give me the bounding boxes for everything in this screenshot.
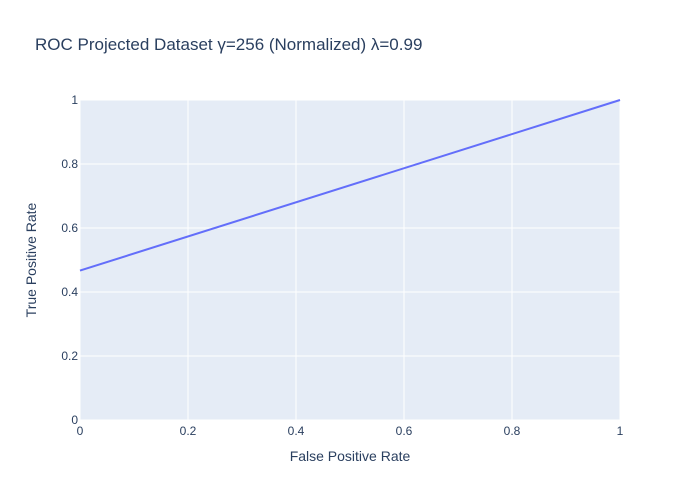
x-tick-label: 0.2 xyxy=(180,424,197,438)
chart-title: ROC Projected Dataset γ=256 (Normalized)… xyxy=(35,35,422,54)
grid-lines xyxy=(79,99,621,421)
x-tick-label: 0.4 xyxy=(288,424,305,438)
x-tick-label: 1 xyxy=(617,424,624,438)
y-axis-ticks: 0 0.2 0.4 0.6 0.8 1 xyxy=(61,93,78,427)
roc-series-line xyxy=(79,99,621,272)
y-tick-label: 0.6 xyxy=(61,221,78,235)
series-layer xyxy=(79,99,621,272)
y-tick-label: 0.8 xyxy=(61,157,78,171)
y-tick-label: 0.2 xyxy=(61,349,78,363)
y-tick-label: 0 xyxy=(71,413,78,427)
plot-area xyxy=(80,100,620,420)
y-tick-label: 1 xyxy=(71,93,78,107)
y-tick-label: 0.4 xyxy=(61,285,78,299)
x-axis-ticks: 0 0.2 0.4 0.6 0.8 1 xyxy=(77,424,624,438)
y-axis-title: True Positive Rate xyxy=(23,202,39,317)
x-tick-label: 0.6 xyxy=(396,424,413,438)
x-tick-label: 0 xyxy=(77,424,84,438)
x-axis-title: False Positive Rate xyxy=(290,448,411,464)
x-tick-label: 0.8 xyxy=(504,424,521,438)
